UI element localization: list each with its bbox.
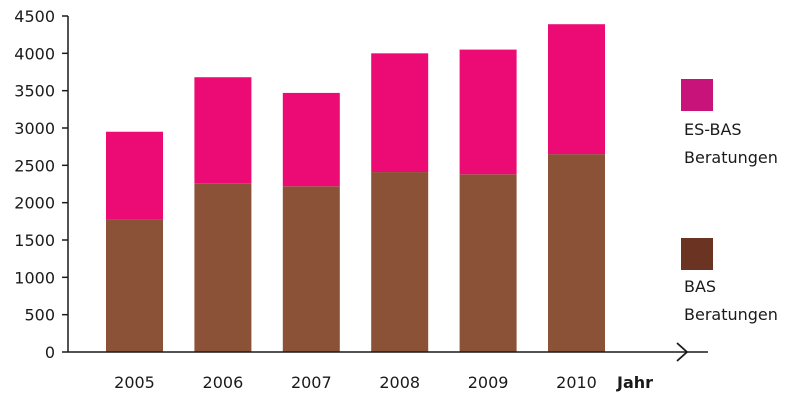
legend: ES-BAS Beratungen BAS Beratungen	[681, 79, 778, 324]
y-tick-label: 1000	[14, 268, 55, 287]
y-tick-label: 3500	[14, 82, 55, 101]
x-category-label: 2008	[379, 373, 420, 392]
x-axis-labels: 2005 2006 2007 2008 2009 2010	[114, 373, 597, 392]
y-tick-label: 4000	[14, 44, 55, 63]
y-tick-label: 2500	[14, 156, 55, 175]
bar-es-bas-2010	[548, 24, 605, 155]
y-tick-label: 1500	[14, 231, 55, 250]
x-category-label: 2007	[291, 373, 332, 392]
legend-label-bas-line2: Beratungen	[684, 305, 778, 324]
legend-swatch-es-bas	[681, 79, 713, 111]
bar-bas-2009	[459, 174, 517, 352]
bar-es-bas-2009	[459, 49, 517, 175]
bar-es-bas-2005	[106, 131, 163, 220]
bar-bas-2010	[548, 154, 605, 352]
bar-bas-2006	[194, 183, 252, 352]
bar-bas-2008	[371, 172, 429, 352]
x-category-label: 2005	[114, 373, 155, 392]
legend-label-bas-line1: BAS	[684, 277, 716, 296]
legend-label-es-bas-line1: ES-BAS	[684, 120, 742, 139]
y-tick-label: 500	[24, 306, 55, 325]
legend-label-es-bas-line2: Beratungen	[684, 148, 778, 167]
x-axis-title: Jahr	[616, 373, 653, 392]
bar-es-bas-2008	[371, 53, 429, 173]
bar-es-bas-2007	[282, 92, 340, 187]
x-category-label: 2006	[203, 373, 244, 392]
x-category-label: 2009	[468, 373, 509, 392]
y-tick-label: 2000	[14, 194, 55, 213]
x-category-label: 2010	[556, 373, 597, 392]
y-tick-label: 0	[45, 343, 55, 362]
bar-bas-2007	[282, 186, 340, 352]
bar-es-bas-2006	[194, 77, 252, 184]
y-tick-label: 4500	[14, 7, 55, 26]
bar-bas-2005	[106, 219, 163, 352]
axes	[67, 16, 708, 362]
bar-series	[106, 24, 605, 352]
y-axis-ticks: 0 500 1000 1500 2000 2500 3000 3500 4000 4500	[14, 7, 68, 362]
x-axis-arrowhead-icon	[676, 342, 689, 362]
y-tick-label: 3000	[14, 119, 55, 138]
legend-swatch-bas	[681, 238, 713, 270]
